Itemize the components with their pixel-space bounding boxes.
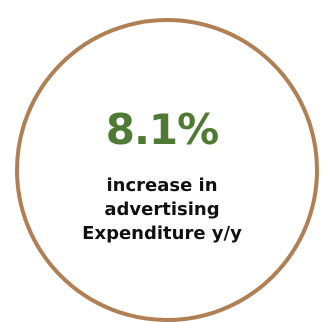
stat-value: 8.1%	[105, 105, 219, 154]
stat-caption: increase in advertising Expenditure y/y	[62, 174, 262, 246]
stat-circle	[15, 18, 319, 322]
stat-caption-line: Expenditure y/y	[82, 223, 242, 244]
stat-caption-line: increase in	[106, 175, 218, 196]
stat-caption-line: advertising	[104, 199, 220, 220]
